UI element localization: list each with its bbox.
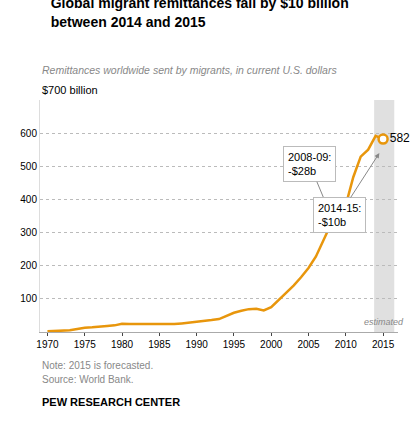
svg-text:estimated: estimated <box>364 317 404 327</box>
svg-text:1970: 1970 <box>36 339 59 350</box>
svg-text:$700 billion: $700 billion <box>42 84 98 96</box>
svg-text:600: 600 <box>20 128 37 139</box>
svg-text:1990: 1990 <box>186 339 209 350</box>
svg-text:500: 500 <box>20 161 37 172</box>
svg-text:200: 200 <box>20 260 37 271</box>
svg-text:2015: 2015 <box>372 339 395 350</box>
svg-text:1975: 1975 <box>74 339 97 350</box>
svg-text:Remittances worldwide sent by: Remittances worldwide sent by migrants, … <box>42 64 337 76</box>
svg-text:100: 100 <box>20 293 37 304</box>
svg-text:2008-09:-$28b: 2008-09:-$28b <box>288 151 331 177</box>
svg-text:1985: 1985 <box>148 339 171 350</box>
svg-text:Global migrant remittances fal: Global migrant remittances fall by $10 b… <box>51 0 349 30</box>
svg-text:400: 400 <box>20 194 37 205</box>
svg-text:2005: 2005 <box>297 339 320 350</box>
svg-text:Source: World Bank.: Source: World Bank. <box>42 374 134 385</box>
svg-text:300: 300 <box>20 227 37 238</box>
svg-text:1980: 1980 <box>111 339 134 350</box>
svg-text:2010: 2010 <box>335 339 358 350</box>
svg-text:582: 582 <box>390 131 410 145</box>
svg-text:2000: 2000 <box>260 339 283 350</box>
svg-text:PEW RESEARCH CENTER: PEW RESEARCH CENTER <box>42 396 180 408</box>
svg-text:2014-15:-$10b: 2014-15:-$10b <box>318 202 361 228</box>
svg-text:Note: 2015 is forecasted.: Note: 2015 is forecasted. <box>42 360 153 371</box>
svg-text:1995: 1995 <box>223 339 246 350</box>
